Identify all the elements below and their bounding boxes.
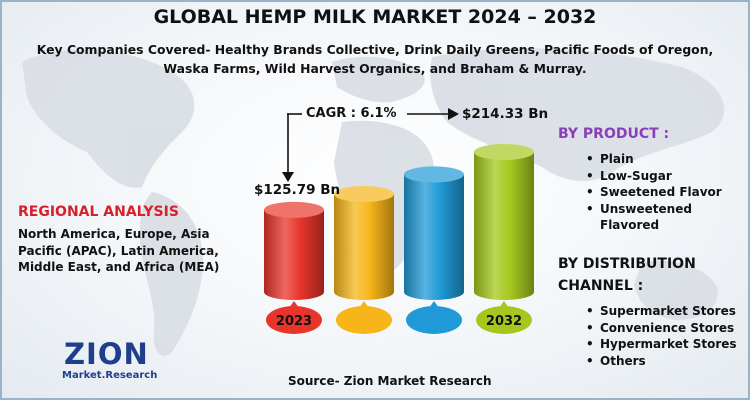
regional-analysis-title: REGIONAL ANALYSIS (18, 204, 179, 220)
zion-logo: ZION Market.Research (58, 338, 168, 388)
cagr-arrows (282, 108, 459, 182)
page-title: GLOBAL HEMP MILK MARKET 2024 – 2032 (153, 6, 597, 28)
logo-wordmark: ZION (64, 337, 149, 371)
channel-item: Others (584, 353, 748, 370)
cagr-down-arrowhead-icon (282, 172, 294, 182)
year-label: 2023 (276, 314, 312, 329)
product-item: Low-Sugar (584, 168, 744, 185)
bar-1 (264, 201, 324, 300)
by-distribution-channel-list: Supermarket Stores Convenience Stores Hy… (584, 303, 748, 369)
product-item: Sweetened Flavor (584, 184, 744, 201)
bar-top (334, 186, 394, 203)
bars-group (264, 144, 534, 300)
bar-top (404, 166, 464, 183)
value-label-2032: $214.33 Bn (462, 106, 549, 122)
bar-body (264, 209, 324, 300)
year-bubble-2 (336, 301, 392, 334)
channel-item: Hypermarket Stores (584, 336, 748, 353)
regional-analysis-text: North America, Europe, Asia Pacific (APA… (18, 227, 220, 274)
bar-top (264, 201, 324, 218)
bar-body (474, 152, 534, 300)
bar-body (404, 174, 464, 300)
cagr-right-arrowhead-icon (448, 108, 459, 120)
value-label-2023: $125.79 Bn (254, 182, 341, 198)
source-note: Source- Zion Market Research (288, 374, 492, 388)
channel-item: Convenience Stores (584, 320, 748, 337)
product-item: Plain (584, 151, 744, 168)
by-distribution-channel-title: BY DISTRIBUTION CHANNEL : (558, 256, 696, 294)
bubble-shape (476, 306, 532, 334)
bubble-shape (336, 306, 392, 334)
year-label: 2032 (486, 314, 522, 329)
cagr-label: CAGR : 6.1% (306, 106, 397, 121)
channel-item: Supermarket Stores (584, 303, 748, 320)
bubble-shape (266, 306, 322, 334)
bar-3 (404, 166, 464, 300)
bar-body (334, 194, 394, 300)
bar-2 (334, 186, 394, 300)
logo-tagline: Market.Research (62, 370, 158, 381)
year-bubble-4: 2032 (476, 301, 532, 334)
bar-4 (474, 144, 534, 300)
product-item: Unsweetened Flavored (584, 201, 744, 234)
key-companies-subtitle: Key Companies Covered- Healthy Brands Co… (36, 42, 714, 76)
bubble-shape (406, 306, 462, 334)
year-bubble-1: 2023 (266, 301, 322, 334)
year-labels-group: 2023 2032 (266, 301, 532, 334)
by-product-title: BY PRODUCT : (558, 126, 670, 142)
year-bubble-3 (406, 301, 462, 334)
by-product-list: Plain Low-Sugar Sweetened Flavor Unsweet… (584, 151, 744, 234)
bar-top (474, 144, 534, 160)
